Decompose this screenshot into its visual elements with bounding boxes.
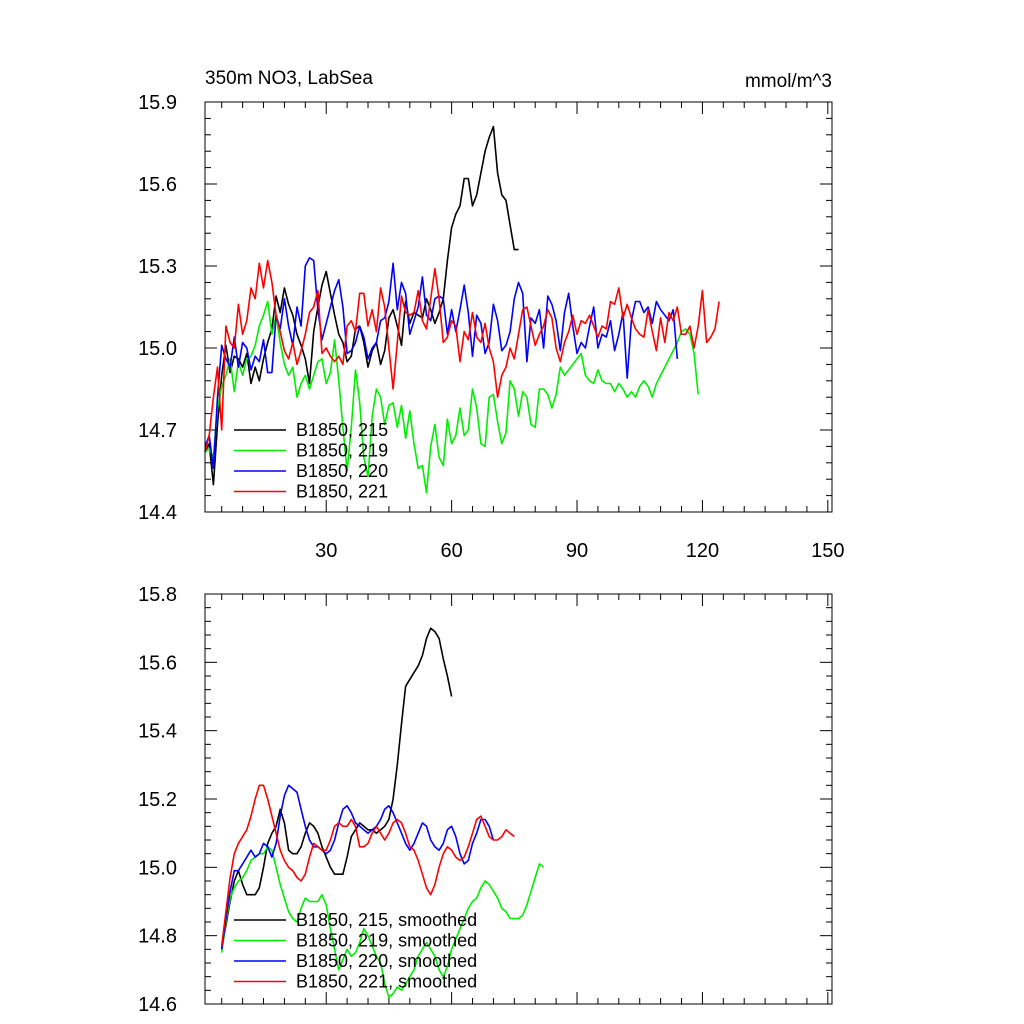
panel0-legend-label: B1850, 219 <box>296 441 388 461</box>
panel0-x-tick-label: 60 <box>440 540 462 562</box>
panel0-y-tick-label: 15.9 <box>138 92 177 114</box>
panel0-series-line-4 <box>204 259 720 453</box>
bottom-panel: 14.6 14.8 15.0 15.2 15.4 15.6 15.8 B1850, 215,… <box>138 584 833 1016</box>
panel1-y-tick-label: 15.0 <box>138 857 177 879</box>
bottom-panel-frame <box>204 593 833 1005</box>
panel1-legend-label: B1850, 215, smoothed <box>296 910 477 930</box>
panel0-y-tick-label: 15.0 <box>138 338 177 360</box>
top-panel-ticks: 30 60 90 120 150 14.4 14.7 15.0 15.3 15.6 15.9 <box>138 92 844 562</box>
panel1-y-tick-label: 15.8 <box>138 584 177 606</box>
panel0-legend-label: B1850, 215 <box>296 420 388 440</box>
panel1-y-tick-label: 15.2 <box>138 789 177 811</box>
panel0-x-tick-label: 120 <box>686 540 719 562</box>
panel1-legend-label: B1850, 219, smoothed <box>296 931 477 951</box>
top-panel-series <box>204 125 720 494</box>
bottom-panel-series <box>220 627 545 999</box>
panel0-legend-label: B1850, 220 <box>296 461 388 481</box>
panel0-x-tick-label: 90 <box>566 540 588 562</box>
panel1-legend-label: B1850, 220, smoothed <box>296 951 477 971</box>
panel0-y-tick-label: 15.3 <box>138 256 177 278</box>
top-panel-title: 350m NO3, LabSea <box>205 68 373 89</box>
panel1-y-tick-label: 14.8 <box>138 926 177 948</box>
panel1-series-line-4 <box>220 784 515 946</box>
panel1-y-tick-label: 15.4 <box>138 721 177 743</box>
bottom-panel-ticks: 14.6 14.8 15.0 15.2 15.4 15.6 15.8 <box>138 584 832 1016</box>
panel0-y-tick-label: 14.7 <box>138 420 177 442</box>
panel0-series-line-1 <box>204 125 519 486</box>
panel1-y-tick-label: 14.6 <box>138 994 177 1016</box>
panel1-legend-label: B1850, 221, smoothed <box>296 972 477 992</box>
top-panel-units: mmol/m^3 <box>745 71 832 92</box>
panel0-y-tick-label: 14.4 <box>138 502 177 524</box>
panel0-x-tick-label: 150 <box>811 540 844 562</box>
panel1-series-line-2 <box>220 845 545 999</box>
panel0-x-tick-label: 30 <box>315 540 337 562</box>
panel1-y-tick-label: 15.6 <box>138 652 177 674</box>
top-panel-frame <box>204 101 833 513</box>
top-panel: 350m NO3, LabSea mmol/m^3 30 60 90 120 150 14… <box>138 68 844 562</box>
panel0-series-line-2 <box>204 300 699 494</box>
panel0-legend-label: B1850, 221 <box>296 482 388 502</box>
panel0-series-line-3 <box>204 256 679 470</box>
panel0-y-tick-label: 15.6 <box>138 174 177 196</box>
panel1-series-line-3 <box>220 784 495 950</box>
panel1-series-line-1 <box>220 627 453 950</box>
